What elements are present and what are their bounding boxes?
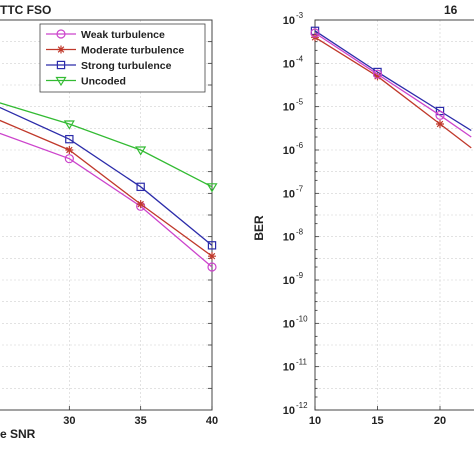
right-ytick-exponent: -6 [296,141,304,150]
right-point-moderate [436,120,444,128]
right-ytick-exponent: -11 [296,358,308,367]
right-ytick-exponent: -3 [296,11,304,20]
right-line-moderate [314,36,472,149]
right-line-weak [314,32,472,138]
right-ytick-exponent: -8 [296,228,304,237]
right-ytick-label: 10 [283,58,295,70]
right-xtick-label: 15 [371,415,383,427]
right-point-moderate [373,72,382,81]
right-ytick-exponent: -10 [296,314,308,323]
right-point-weak [310,28,320,38]
left-x-axis-label: e SNR [0,427,36,441]
left-xtick-label: 40 [206,415,218,427]
right-ytick-exponent: -12 [296,401,308,410]
legend-marker-strong [56,60,66,70]
right-ytick-label: 10 [283,15,295,27]
left-point-moderate [65,146,74,154]
right-point-weak [435,110,445,120]
right-line-strong [314,30,472,132]
legend-label-weak: Weak turbulence [81,29,165,41]
right-ytick-label: 10 [283,362,295,374]
left-point-strong [207,241,217,250]
right-ytick-label: 10 [283,188,295,200]
right-ytick-label: 10 [283,145,295,157]
right-ytick-label: 10 [283,232,295,244]
right-ytick-exponent: -4 [296,54,304,63]
left-x-ticks: 30 35 40 [63,406,218,427]
right-xtick-label: 20 [434,415,446,427]
left-series [0,102,218,272]
legend-label-uncoded: Uncoded [81,76,126,88]
right-ytick-label: 10 [283,405,295,417]
right-ytick-exponent: -9 [296,271,304,280]
legend: Weak turbulence Moderate turbulence Strong… [39,23,206,93]
left-xtick-label: 35 [135,415,147,427]
left-line-strong [0,106,213,246]
right-xtick-label: 10 [309,415,321,427]
left-point-uncoded [206,183,218,193]
right-y-axis-label: BER [252,215,266,241]
right-series [310,26,472,149]
left-chart-title: TTC FSO [0,3,51,17]
legend-label-strong: Strong turbulence [81,60,172,72]
left-line-uncoded [0,102,213,188]
left-point-uncoded [63,120,75,130]
left-xtick-label: 30 [63,415,75,427]
left-point-moderate [136,200,145,209]
right-y-ticks: 10-310-410-510-610-710-810-910-1010-1110… [283,11,319,417]
left-line-moderate [0,119,213,257]
legend-label-moderate: Moderate turbulence [81,45,184,57]
right-x-ticks: 10 15 20 [309,406,446,427]
left-chart: TTC FSO 30 35 40 e SNR Weak turbulence Mode… [0,3,218,441]
left-point-weak [64,154,74,164]
right-ytick-label: 10 [283,102,295,114]
legend-marker-weak [56,29,66,39]
right-chart-title: 16 [444,3,458,17]
right-ytick-exponent: -7 [296,184,304,193]
left-plot-frame [0,19,213,411]
left-line-weak [0,132,213,268]
right-ytick-exponent: -5 [296,98,304,107]
legend-marker-moderate [57,45,65,54]
right-point-weak [372,69,383,79]
right-gridlines [315,19,474,411]
left-point-moderate [208,252,216,261]
legend-marker-uncoded [55,76,67,87]
left-point-uncoded [135,146,147,156]
right-ytick-label: 10 [283,275,295,287]
left-point-weak [207,262,217,272]
right-plot-frame [314,19,474,411]
left-point-strong [136,182,145,192]
right-ytick-label: 10 [283,318,295,330]
left-point-strong [65,134,74,144]
